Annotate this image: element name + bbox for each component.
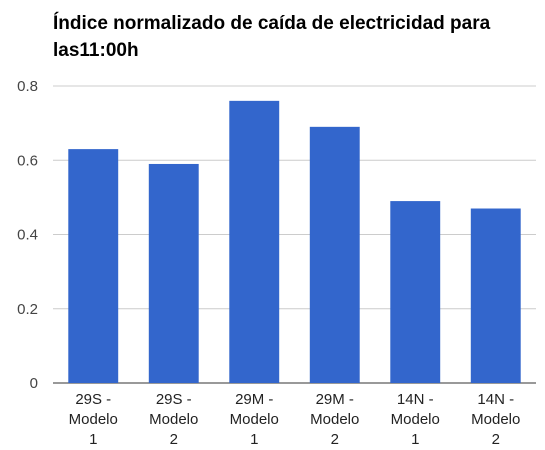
x-tick-label-line: 29S - bbox=[156, 391, 192, 408]
x-tick-label-line: 14N - bbox=[477, 391, 514, 408]
bar bbox=[309, 126, 360, 384]
x-tick-label: 14N - Modelo 1 bbox=[391, 391, 440, 448]
bar bbox=[148, 163, 199, 383]
x-tick-label-line: 1 bbox=[250, 431, 258, 448]
x-tick-label-line: Modelo bbox=[69, 411, 118, 428]
x-tick-label-line: Modelo bbox=[149, 411, 198, 428]
x-tick-label-line: 1 bbox=[411, 431, 419, 448]
x-tick-label: 14N - Modelo 2 bbox=[471, 391, 520, 448]
x-tick-label-line: Modelo bbox=[471, 411, 520, 428]
x-tick-label: 29M - Modelo 1 bbox=[230, 391, 279, 448]
y-tick-label: 0.6 bbox=[17, 152, 38, 169]
x-tick-label-line: 29M - bbox=[316, 391, 354, 408]
y-tick-label: 0.2 bbox=[17, 301, 38, 318]
x-tick-label-line: 2 bbox=[331, 431, 339, 448]
x-tick-label-line: 2 bbox=[492, 431, 500, 448]
x-tick-label-line: 1 bbox=[89, 431, 97, 448]
x-tick-label-line: 2 bbox=[170, 431, 178, 448]
x-tick-label: 29S - Modelo 2 bbox=[149, 391, 198, 448]
bar bbox=[68, 149, 119, 383]
x-tick-label-line: 29S - bbox=[75, 391, 111, 408]
chart-title: Índice normalizado de caída de electrici… bbox=[53, 13, 491, 61]
y-tick-label: 0 bbox=[30, 375, 38, 392]
y-tick-label: 0.4 bbox=[17, 227, 38, 244]
x-tick-label-line: 29M - bbox=[235, 391, 273, 408]
bar bbox=[229, 100, 280, 383]
x-tick-label-line: Modelo bbox=[310, 411, 359, 428]
x-tick-label-line: Modelo bbox=[391, 411, 440, 428]
bar bbox=[470, 208, 521, 383]
x-tick-label-line: Modelo bbox=[230, 411, 279, 428]
y-tick-label: 0.8 bbox=[17, 78, 38, 95]
bar bbox=[390, 201, 441, 383]
x-tick-label-line: 14N - bbox=[397, 391, 434, 408]
x-tick-label: 29S - Modelo 1 bbox=[69, 391, 118, 448]
x-tick-label: 29M - Modelo 2 bbox=[310, 391, 359, 448]
